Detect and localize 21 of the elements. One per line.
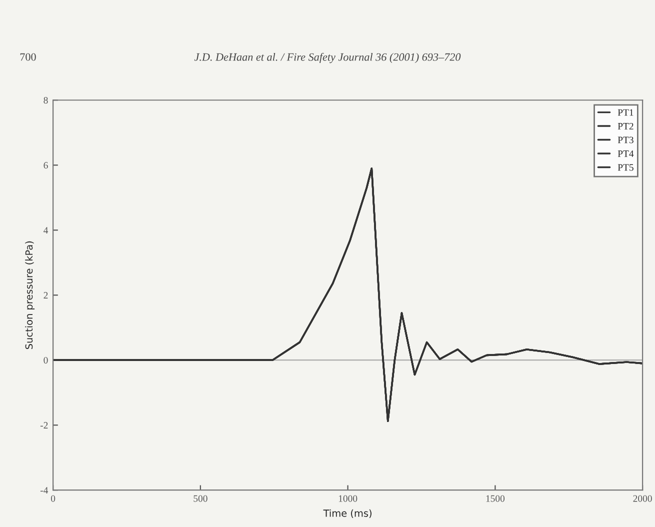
x-tick-label: 2000	[633, 495, 652, 502]
y-tick-label: 4	[44, 227, 48, 234]
y-tick-label: 8	[44, 97, 48, 104]
x-tick-label: 500	[194, 495, 208, 502]
legend-label: PT2	[618, 122, 634, 130]
text: 700	[20, 53, 36, 61]
legend-label: PT3	[618, 136, 634, 144]
text: J.D. DeHaan et al. / Fire Safety Journal 36 (2001) 693–720	[194, 52, 461, 64]
y-tick-label: 0	[44, 357, 48, 364]
x-tick-label: 1000	[338, 495, 358, 502]
y-tick-label: -2	[40, 422, 48, 428]
legend-label: PT4	[618, 150, 634, 157]
y-tick-label: 6	[44, 162, 48, 169]
x-axis-title: Time (ms)	[323, 509, 372, 518]
legend-label: PT1	[618, 109, 634, 116]
y-tick-label: -4	[40, 487, 48, 494]
y-axis-title: Suction pressure (kPa)	[25, 241, 35, 350]
legend-label: PT5	[618, 164, 634, 171]
y-tick-label: 2	[44, 292, 48, 298]
x-tick-label: 0	[50, 495, 56, 502]
x-tick-label: 1500	[486, 495, 505, 502]
